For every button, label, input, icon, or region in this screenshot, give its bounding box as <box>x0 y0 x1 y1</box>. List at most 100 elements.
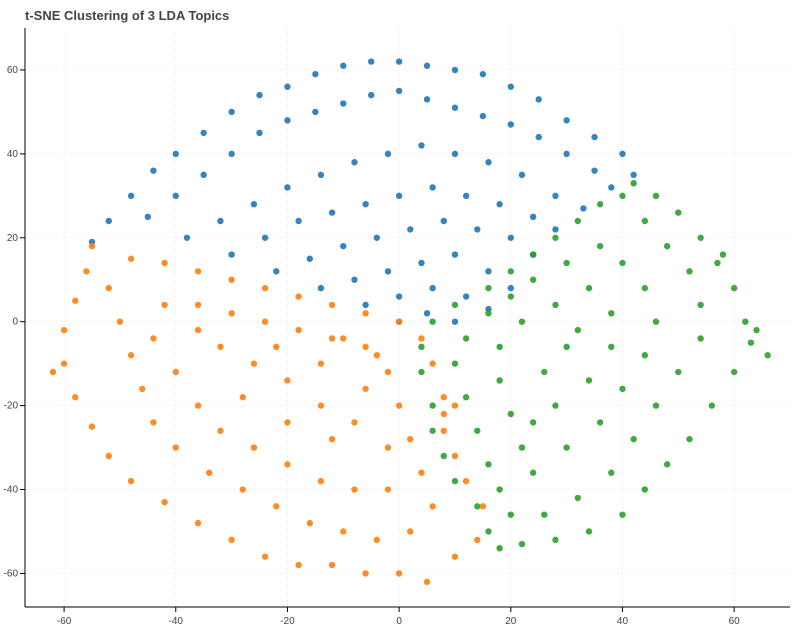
data-point <box>418 469 425 476</box>
y-tick-label: 0 <box>12 317 18 328</box>
data-point <box>451 251 459 258</box>
data-point <box>496 377 503 384</box>
data-point <box>284 117 291 124</box>
data-point <box>256 129 263 137</box>
data-point <box>418 335 425 342</box>
data-point <box>529 469 537 476</box>
data-point <box>284 184 291 191</box>
data-point <box>150 167 157 174</box>
data-point <box>552 536 559 544</box>
data-point <box>730 368 738 376</box>
data-point <box>451 360 459 367</box>
data-point <box>172 150 179 158</box>
data-point <box>328 561 336 569</box>
data-point <box>105 217 112 225</box>
data-point <box>328 209 336 216</box>
data-point <box>462 394 470 401</box>
data-point <box>474 427 481 434</box>
data-point <box>719 251 727 258</box>
data-point <box>72 297 79 304</box>
data-point <box>697 335 704 342</box>
y-tick-label: 60 <box>7 65 19 76</box>
data-point <box>518 318 526 325</box>
data-point <box>395 402 403 409</box>
data-point <box>200 129 207 137</box>
data-point <box>496 343 503 351</box>
data-point <box>485 268 492 275</box>
data-point <box>507 410 515 418</box>
data-point <box>228 251 235 258</box>
data-point <box>563 117 570 124</box>
data-point <box>418 142 425 149</box>
data-point <box>507 121 515 128</box>
data-point <box>200 171 207 179</box>
data-point <box>83 268 90 275</box>
data-point <box>764 352 771 359</box>
data-point <box>150 419 157 426</box>
data-point <box>429 184 436 191</box>
data-point <box>362 385 369 393</box>
data-point <box>317 171 325 179</box>
data-point <box>172 444 179 451</box>
data-point <box>451 553 459 560</box>
data-point <box>652 402 660 409</box>
data-point <box>295 561 302 569</box>
data-point <box>596 419 604 426</box>
data-point <box>585 528 593 535</box>
data-point <box>697 301 704 309</box>
data-point <box>585 377 593 384</box>
data-point <box>139 385 146 393</box>
data-point <box>753 326 760 334</box>
data-point <box>217 427 224 434</box>
data-point <box>507 268 515 275</box>
data-point <box>580 205 587 212</box>
data-point <box>340 242 347 250</box>
data-point <box>127 352 135 359</box>
data-point <box>351 486 358 493</box>
chart-title: t-SNE Clustering of 3 LDA Topics <box>25 8 230 23</box>
data-point <box>60 360 68 367</box>
data-point <box>451 452 459 460</box>
data-point <box>496 486 503 493</box>
data-point <box>395 192 403 200</box>
x-tick-label: -60 <box>57 616 72 627</box>
y-tick-label: -20 <box>4 401 19 412</box>
data-point <box>172 192 179 200</box>
data-point <box>127 192 135 200</box>
data-point <box>552 192 559 200</box>
data-point <box>507 83 515 90</box>
data-point <box>451 104 459 111</box>
data-point <box>541 368 548 376</box>
data-point <box>730 284 738 292</box>
data-point <box>295 293 302 300</box>
data-point <box>451 150 459 158</box>
data-point <box>261 284 269 292</box>
data-point <box>591 133 598 141</box>
data-point <box>518 444 526 451</box>
data-point <box>574 326 582 334</box>
data-point <box>429 318 436 325</box>
x-tick-label: 20 <box>505 616 517 627</box>
data-point <box>161 301 168 309</box>
data-point <box>485 528 492 535</box>
data-point <box>429 427 436 434</box>
data-point <box>273 503 280 510</box>
data-point <box>423 578 431 586</box>
data-point <box>105 284 112 292</box>
data-point <box>284 461 291 468</box>
data-point <box>407 226 414 233</box>
data-point <box>340 528 347 535</box>
data-point <box>49 368 57 376</box>
data-point <box>312 70 319 78</box>
data-point <box>328 301 336 309</box>
data-point <box>284 377 291 384</box>
data-point <box>619 192 626 200</box>
data-point <box>60 326 68 334</box>
data-point <box>563 150 570 158</box>
data-point <box>362 310 369 317</box>
data-point <box>479 112 487 120</box>
data-point <box>250 444 258 451</box>
data-point <box>451 477 459 485</box>
x-tick-label: -40 <box>169 616 184 627</box>
x-tick-label: 60 <box>729 616 741 627</box>
